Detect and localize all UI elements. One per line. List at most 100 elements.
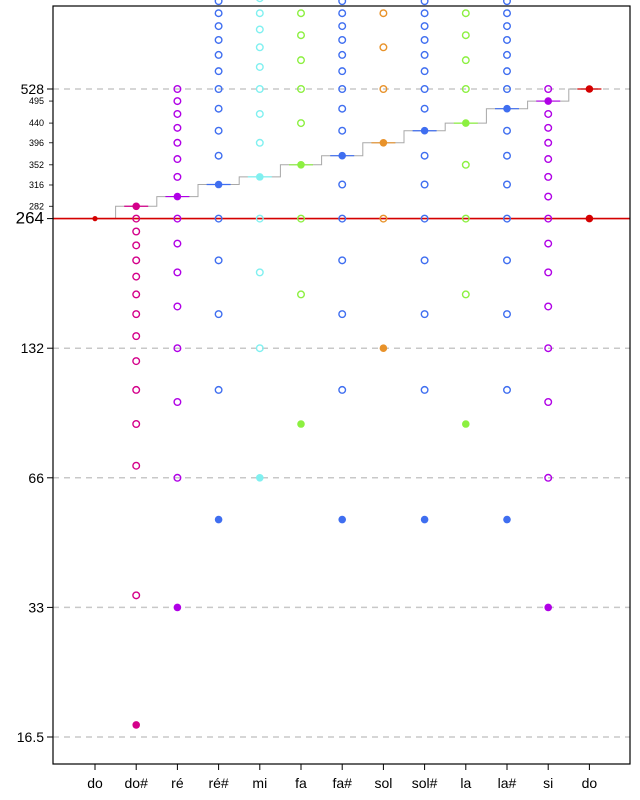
y-tick-label: 132 [21,340,45,356]
harmonic-point-fa-sharp [338,84,347,93]
harmonic-point-sol-sharp [420,385,429,394]
harmonic-point-do-sharp [132,357,141,366]
harmonic-point-re [173,172,182,181]
staircase-line [95,88,602,220]
y-axis: 16.5 33 66 132 264 528 282 316 352 396 440 495 [16,81,53,745]
harmonic-point-la [461,9,470,18]
harmonic-point-fa-sharp [338,9,347,18]
harmonic-point-re-sharp [214,35,223,44]
harmonic-point-mi [256,0,264,3]
harmonic-point-re [173,155,182,164]
harmonic-point-re-sharp [214,310,223,319]
harmonic-point-re [173,268,182,277]
selected-point-mi [255,173,264,181]
harmonic-point-re-sharp [214,126,223,135]
harmonic-point-fa [297,119,306,128]
harmonic-point-do-sharp [132,256,141,265]
plot-frame [52,5,631,765]
harmonic-point-mi [255,109,264,118]
harmonic-point-mi [255,214,264,223]
fundamental-point-la [462,420,470,428]
harmonic-point-sol [379,214,388,223]
harmonic-point-fa-sharp [338,214,347,223]
selected-point-si [544,97,552,105]
selected-point-la-sharp [503,104,511,113]
harmonic-point-fa-sharp [338,22,347,31]
x-tick-label: do# [125,775,149,791]
harmonic-point-la-sharp [503,180,512,189]
harmonic-point-fa [297,9,306,18]
harmonic-point-fa [297,56,306,65]
y-tick-label: 16.5 [17,729,44,745]
harmonic-point-la-sharp [503,22,512,31]
fundamental-point-fa [297,420,305,428]
harmonic-point-re-sharp [214,84,223,93]
root-point-do [92,216,98,222]
harmonic-point-do-sharp [132,227,141,236]
harmonic-point-sol-sharp [420,214,429,223]
harmonic-point-si [544,172,553,181]
fundamental-point-re-sharp [214,515,223,524]
harmonic-point-re [173,302,182,311]
harmonic-point-re-sharp [214,50,223,59]
harmonic-point-re-sharp [214,9,223,18]
x-tick-label: fa# [332,775,352,791]
harmonic-point-mi [255,344,264,353]
harmonic-point-sol-sharp [420,180,429,189]
grid-lines [53,88,630,738]
harmonic-point-la-sharp [503,67,512,76]
harmonic-point-re [173,397,182,406]
y-tick-label: 66 [28,470,44,486]
harmonic-point-si [544,84,553,93]
harmonic-point-sol-sharp [420,0,429,6]
harmonic-point-re [173,344,182,353]
harmonic-point-fa-sharp [338,126,347,135]
harmonic-point-re-sharp [214,214,223,223]
selected-point-fa [297,161,305,169]
harmonic-point-re-sharp [214,104,223,113]
fundamental-point-sol-sharp [420,515,429,524]
harmonic-point-sol-sharp [420,35,429,44]
y-minor-tick-label: 316 [29,180,44,190]
harmonic-point-si [544,155,553,164]
selected-point-do-sharp [132,202,140,211]
selected-point-sol-sharp [420,126,429,135]
harmonic-point-la [461,31,470,40]
harmonic-point-re [173,239,182,248]
y-minor-tick-label: 352 [29,160,44,170]
harmonic-point-mi [255,62,264,71]
fundamental-point-si [544,603,552,612]
fundamental-point-mi [255,474,264,482]
fundamental-point-do [585,214,594,223]
harmonic-point-la-sharp [503,214,512,223]
harmonic-point-si [544,397,553,406]
harmonic-point-la-sharp [503,151,512,160]
harmonic-point-la-sharp [503,50,512,59]
harmonic-point-do-sharp [132,385,141,394]
harmonic-point-fa-sharp [338,67,347,76]
x-tick-label: sol [374,775,392,791]
fundamental-point-re [173,603,182,612]
x-tick-label: do [87,775,103,791]
fundamental-point-do-sharp [132,721,140,729]
selected-point-re [173,192,182,201]
harmonic-point-fa-sharp [338,50,347,59]
y-minor-tick-label: 440 [29,118,44,128]
markers-layer [92,0,602,729]
selected-point-sol [379,138,388,147]
harmonic-point-mi [255,268,264,277]
harmonic-point-re [173,473,182,482]
harmonic-point-do-sharp [132,310,141,319]
harmonic-point-la [461,56,470,65]
harmonic-point-si [544,302,553,311]
x-tick-label: sol# [412,775,438,791]
y-tick-label: 528 [21,81,45,97]
harmonic-point-mi [255,9,264,18]
harmonic-point-sol [379,9,388,18]
harmonic-point-sol-sharp [420,9,429,18]
harmonic-point-sol [379,43,388,52]
x-tick-label: fa [295,775,307,791]
harmonic-point-fa-sharp [338,385,347,394]
harmonic-point-do-sharp [132,241,141,250]
